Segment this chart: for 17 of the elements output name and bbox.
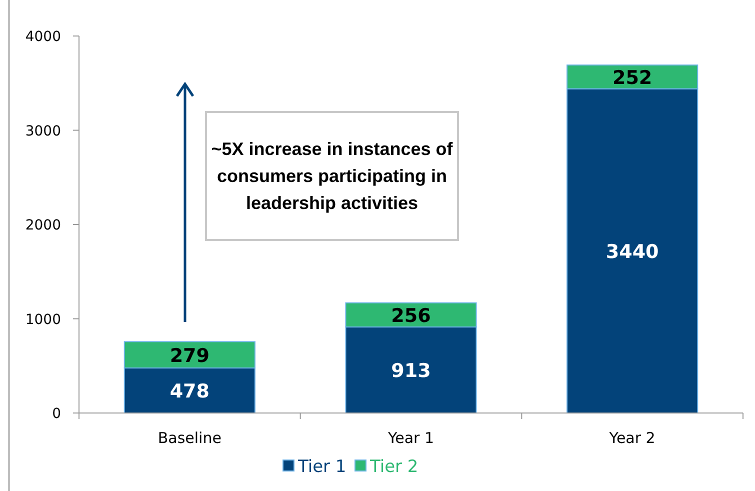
y-tick-label: 1000	[25, 312, 61, 328]
annotation: ~5X increase in instances of consumers participating in leadership activities	[211, 139, 454, 213]
data-label: 478	[170, 380, 210, 402]
y-tick-label: 3000	[25, 123, 61, 140]
data-label: 3440	[606, 240, 659, 263]
y-tick-label: 0	[52, 406, 61, 422]
x-tick-label: Baseline	[158, 429, 222, 447]
y-tick-label: 2000	[25, 218, 61, 234]
data-label: 279	[170, 344, 210, 367]
x-tick-label: Year 2	[608, 429, 656, 447]
legend-label: Tier 1	[297, 457, 346, 477]
x-tick-label: Year 1	[386, 429, 434, 447]
data-label: 256	[391, 304, 431, 327]
legend-label: Tier 2	[369, 457, 418, 477]
data-label: 252	[612, 66, 652, 89]
data-label: 913	[391, 360, 431, 382]
y-tick-label: 4000	[25, 29, 61, 45]
